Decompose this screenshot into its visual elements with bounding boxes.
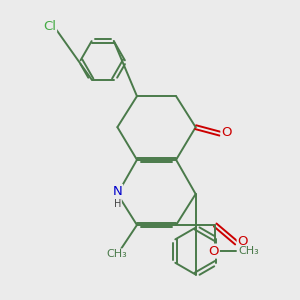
Text: O: O [221,126,232,139]
Text: H: H [114,200,121,209]
Text: N: N [112,185,122,198]
Text: CH₃: CH₃ [238,246,259,256]
Text: O: O [238,235,248,248]
Text: Cl: Cl [43,20,56,33]
Text: CH₃: CH₃ [106,249,127,259]
Text: O: O [208,244,219,258]
